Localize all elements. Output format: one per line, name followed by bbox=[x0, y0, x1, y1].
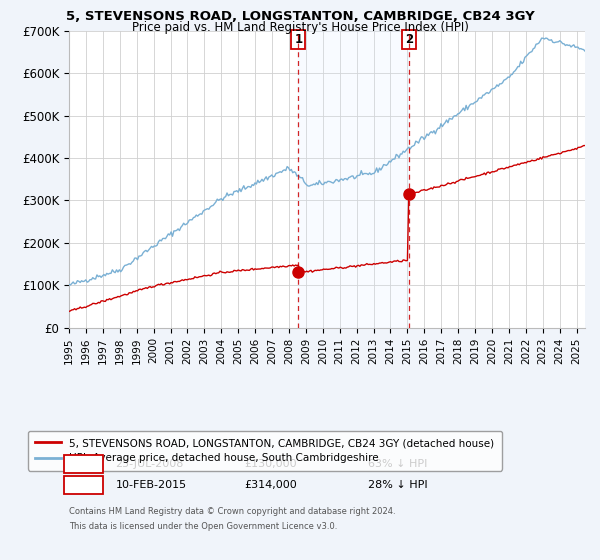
Text: £314,000: £314,000 bbox=[244, 480, 297, 490]
Text: 25-JUL-2008: 25-JUL-2008 bbox=[115, 459, 184, 469]
Text: 28% ↓ HPI: 28% ↓ HPI bbox=[368, 480, 428, 490]
Text: This data is licensed under the Open Government Licence v3.0.: This data is licensed under the Open Gov… bbox=[69, 522, 337, 531]
Text: 63% ↓ HPI: 63% ↓ HPI bbox=[368, 459, 428, 469]
Bar bbox=[298, 31, 409, 328]
Text: 10-FEB-2015: 10-FEB-2015 bbox=[115, 480, 187, 490]
FancyBboxPatch shape bbox=[64, 476, 103, 494]
Legend: 5, STEVENSONS ROAD, LONGSTANTON, CAMBRIDGE, CB24 3GY (detached house), HPI: Aver: 5, STEVENSONS ROAD, LONGSTANTON, CAMBRID… bbox=[28, 431, 502, 470]
Text: 2: 2 bbox=[79, 478, 88, 492]
Text: Price paid vs. HM Land Registry's House Price Index (HPI): Price paid vs. HM Land Registry's House … bbox=[131, 21, 469, 34]
Text: 2: 2 bbox=[406, 33, 413, 46]
Text: £130,000: £130,000 bbox=[244, 459, 297, 469]
FancyBboxPatch shape bbox=[64, 455, 103, 473]
Text: 5, STEVENSONS ROAD, LONGSTANTON, CAMBRIDGE, CB24 3GY: 5, STEVENSONS ROAD, LONGSTANTON, CAMBRID… bbox=[65, 10, 535, 23]
Text: 1: 1 bbox=[295, 33, 302, 46]
Text: Contains HM Land Registry data © Crown copyright and database right 2024.: Contains HM Land Registry data © Crown c… bbox=[69, 507, 395, 516]
Text: 1: 1 bbox=[79, 458, 88, 470]
